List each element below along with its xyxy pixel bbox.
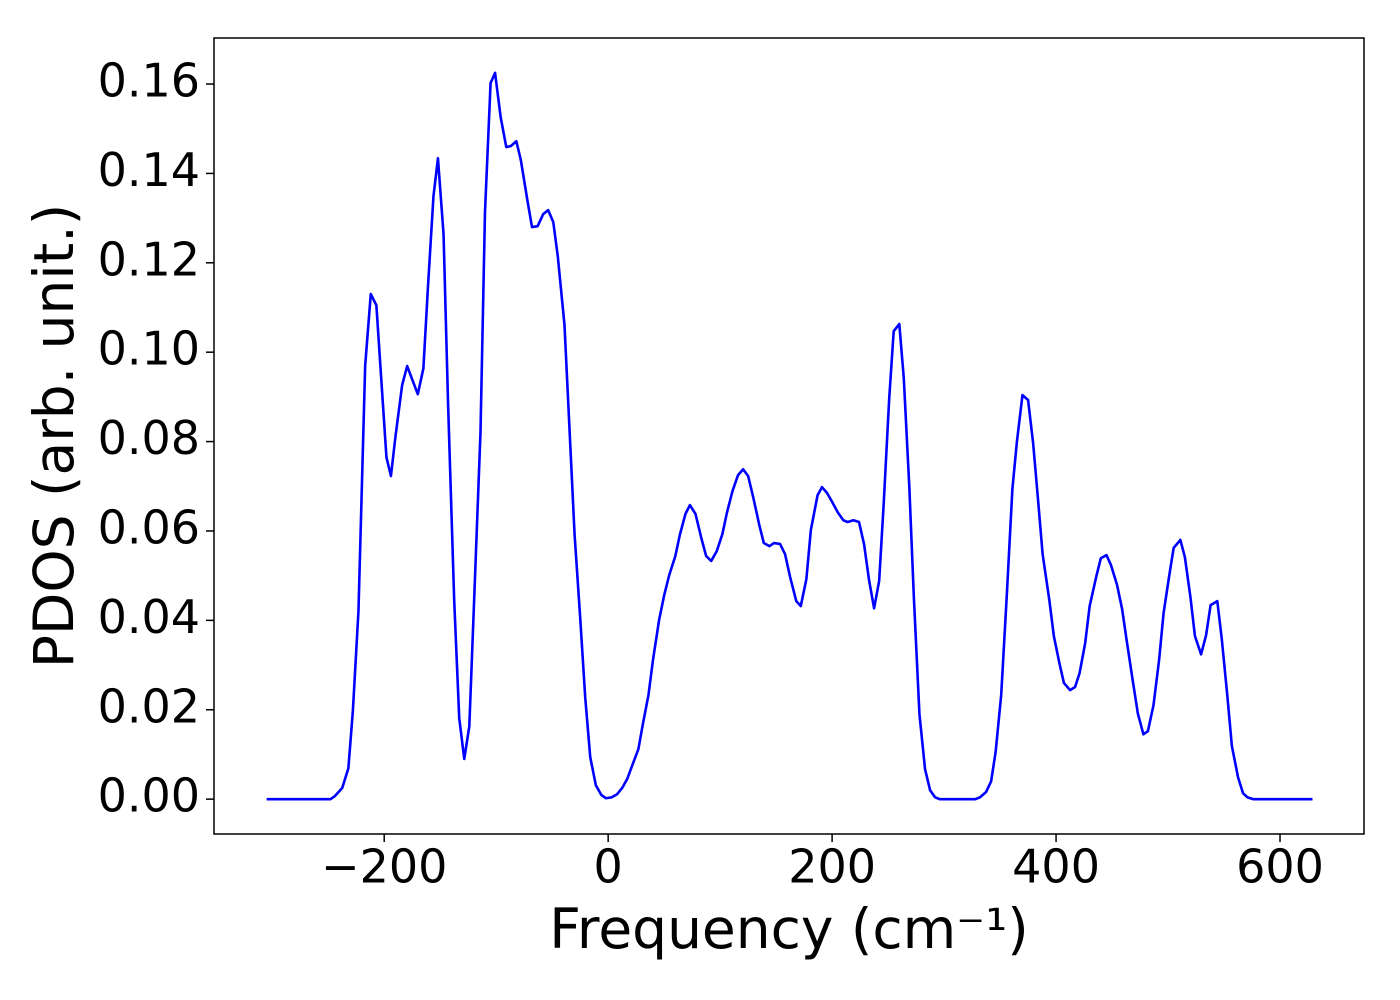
data-line [266,71,1313,801]
x-tick-label: 0 [594,840,623,894]
y-tick-label: 0.00 [98,769,200,823]
y-tick-label: 0.16 [98,54,200,108]
y-tick-label: 0.14 [98,143,200,197]
x-axis-label: Frequency (cm⁻¹) [549,897,1028,961]
x-tick-label: −200 [321,840,447,894]
y-tick-label: 0.12 [98,232,200,286]
plot-frame [213,37,1365,835]
y-axis-label: PDOS (arb. unit.) [22,204,86,668]
y-tick-label: 0.10 [98,322,200,376]
y-tick-label: 0.04 [98,590,200,644]
x-tick-label: 200 [788,840,876,894]
x-tick-label: 600 [1236,840,1324,894]
y-tick-label: 0.02 [98,679,200,733]
y-tick-label: 0.06 [98,500,200,554]
y-tick-label: 0.08 [98,411,200,465]
x-tick-label: 400 [1012,840,1100,894]
